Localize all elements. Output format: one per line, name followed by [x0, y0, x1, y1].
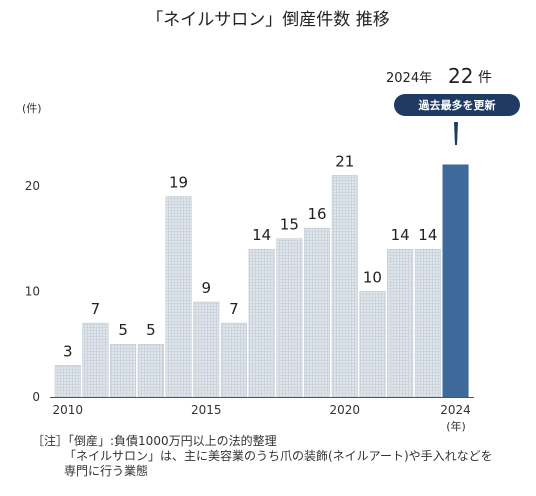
data-label-2016: 7	[229, 300, 239, 318]
data-label-2020: 21	[335, 152, 354, 170]
bar-2023	[414, 248, 441, 398]
bar-2021	[359, 291, 386, 398]
bar-2010	[54, 365, 81, 398]
data-label-2022: 14	[391, 226, 410, 244]
data-label-2013: 5	[146, 321, 156, 339]
highlight-badge	[394, 94, 520, 116]
highlight-pointer	[454, 122, 458, 145]
bar-2022	[387, 248, 414, 398]
bar-2020	[331, 175, 358, 398]
data-label-2023: 14	[418, 226, 437, 244]
highlight-callout: 2024年 22 件 過去最多を更新	[386, 64, 520, 145]
bar-2012	[110, 343, 137, 398]
data-label-2018: 15	[280, 216, 299, 234]
y-tick-label: 0	[32, 390, 40, 404]
data-label-2021: 10	[363, 268, 382, 286]
footnote-description: 「ネイルサロン」は、主に美容業のうち爪の装飾(ネイルアート)や手入れなどを	[64, 449, 493, 463]
y-tick-label: 10	[25, 284, 40, 298]
highlight-unit: 件	[478, 70, 492, 86]
chart-title: 「ネイルサロン」倒産件数 推移	[146, 10, 389, 30]
highlight-value: 22	[448, 64, 473, 88]
data-label-2011: 7	[91, 300, 101, 318]
data-label-2017: 14	[252, 226, 271, 244]
data-label-2010: 3	[63, 342, 73, 360]
x-axis-unit: (年)	[446, 419, 466, 433]
data-label-2014: 19	[169, 173, 188, 191]
bar-2013	[137, 343, 164, 398]
bar-2016	[220, 322, 247, 398]
highlight-badge-text: 過去最多を更新	[418, 98, 496, 112]
x-tick-label: 2010	[52, 403, 83, 417]
footnote-description-cont: 専門に行う業態	[64, 464, 149, 478]
footnote-definition: ［注］「倒産」:負債1000万円以上の法的整理	[32, 434, 277, 448]
bar-2015	[193, 301, 220, 398]
data-label-2012: 5	[118, 321, 128, 339]
data-label-2019: 16	[308, 205, 327, 223]
x-tick-label: 2015	[191, 403, 222, 417]
footnotes: ［注］「倒産」:負債1000万円以上の法的整理 「ネイルサロン」は、主に美容業の…	[32, 434, 522, 479]
x-tick-label: 2020	[329, 403, 360, 417]
y-tick-label: 20	[25, 179, 40, 193]
y-axis-unit: (件)	[22, 102, 42, 115]
highlight-year: 2024年	[386, 71, 432, 86]
bar-2014	[165, 196, 192, 398]
bar-2011	[82, 322, 109, 398]
bar-2018	[276, 238, 303, 398]
x-tick-label: 2024	[440, 403, 471, 417]
data-label-2015: 9	[201, 279, 211, 297]
bar-2024	[442, 164, 469, 398]
bar-2019	[304, 227, 331, 398]
bar-2017	[248, 248, 275, 398]
